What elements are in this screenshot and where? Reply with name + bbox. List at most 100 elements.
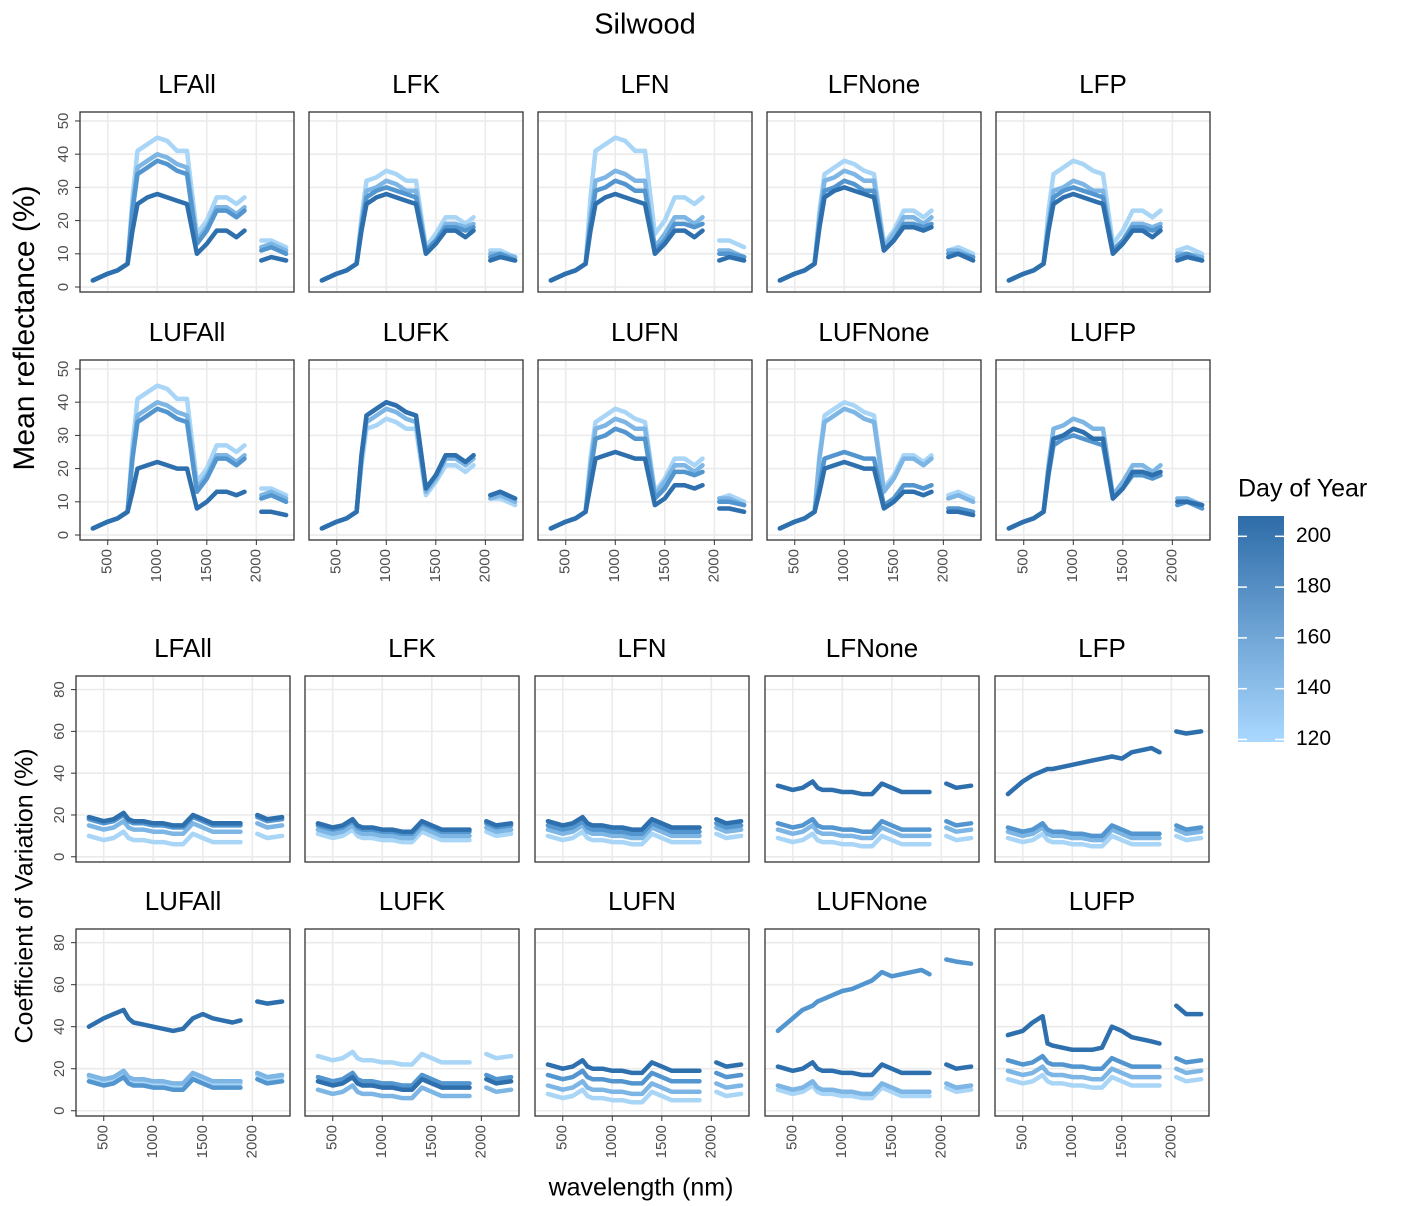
series-line xyxy=(775,1079,974,1097)
x-tick-label: 2000 xyxy=(932,1125,949,1158)
x-tick-label: 1000 xyxy=(144,1125,161,1158)
panel-border xyxy=(766,359,982,541)
panel-title: LFNone xyxy=(826,633,919,663)
panel-border xyxy=(537,359,753,541)
series-line xyxy=(1005,825,1204,843)
y-tick-label: 40 xyxy=(55,394,72,411)
x-axis-label: wavelength (nm) xyxy=(548,1174,734,1202)
x-tick-label: 500 xyxy=(554,1125,571,1150)
y-tick-label: 80 xyxy=(51,681,68,698)
series-line xyxy=(86,1074,285,1092)
series-line xyxy=(775,823,974,841)
panel-border xyxy=(534,675,750,863)
panel-border xyxy=(308,359,524,541)
panel-title: LUFNone xyxy=(818,317,929,347)
panel-border xyxy=(79,111,295,293)
panel-title: LUFK xyxy=(383,317,450,347)
x-tick-label: 1000 xyxy=(833,1125,850,1158)
y-tick-label: 50 xyxy=(55,113,72,130)
x-tick-label: 1500 xyxy=(885,549,902,582)
panel-border xyxy=(995,111,1211,293)
y-tick-label: 30 xyxy=(55,179,72,196)
series-line xyxy=(315,1049,514,1067)
series-line xyxy=(1005,1053,1204,1071)
y-axis-label: Mean reflectance (%) xyxy=(8,185,41,470)
series-line xyxy=(545,829,744,847)
x-tick-label: 1500 xyxy=(194,1125,211,1158)
panel-border xyxy=(994,675,1210,863)
x-tick-label: 1000 xyxy=(148,549,165,582)
y-axis-label: Coefficient of Variation (%) xyxy=(11,748,39,1043)
legend-tick-label: 200 xyxy=(1296,524,1331,547)
x-tick-label: 1500 xyxy=(653,1125,670,1158)
x-tick-label: 1500 xyxy=(883,1125,900,1158)
series-line xyxy=(86,1068,285,1086)
series-line xyxy=(548,191,747,283)
panel-border xyxy=(995,359,1211,541)
panel-title: LFNone xyxy=(828,69,921,99)
panel-title: LUFP xyxy=(1070,317,1136,347)
y-tick-label: 0 xyxy=(51,853,68,861)
x-tick-label: 500 xyxy=(1014,1125,1031,1150)
x-tick-label: 500 xyxy=(786,549,803,574)
x-tick-label: 1000 xyxy=(835,549,852,582)
series-line xyxy=(86,999,285,1034)
x-tick-label: 1000 xyxy=(606,549,623,582)
legend-tick-label: 120 xyxy=(1296,727,1331,750)
panel-title: LFN xyxy=(620,69,669,99)
panel-title: LUFP xyxy=(1069,886,1135,916)
y-tick-label: 30 xyxy=(55,427,72,444)
series-line xyxy=(775,779,974,797)
series-line xyxy=(86,829,285,847)
series-line xyxy=(545,818,744,837)
panel-title: LFAll xyxy=(158,69,216,99)
panel-title: LUFN xyxy=(608,886,676,916)
panel-title: LFP xyxy=(1079,69,1127,99)
series-line xyxy=(545,1087,744,1105)
series-line xyxy=(545,814,744,832)
x-tick-label: 500 xyxy=(328,549,345,574)
panel-background xyxy=(767,360,981,540)
panel-border xyxy=(75,928,291,1117)
panel-border xyxy=(308,111,524,293)
panel-title: LFK xyxy=(392,69,440,99)
y-tick-label: 10 xyxy=(55,493,72,510)
y-tick-label: 20 xyxy=(55,212,72,229)
series-line xyxy=(315,827,514,845)
series-line xyxy=(315,1074,514,1092)
panel-title: LFK xyxy=(388,633,436,663)
x-tick-label: 500 xyxy=(557,549,574,574)
x-tick-label: 1500 xyxy=(1114,549,1131,582)
x-tick-label: 500 xyxy=(324,1125,341,1150)
y-tick-label: 60 xyxy=(51,976,68,993)
series-line xyxy=(545,1058,744,1076)
x-tick-label: 2000 xyxy=(243,1125,260,1158)
series-line xyxy=(775,816,974,834)
series-line xyxy=(1005,821,1204,839)
panel-border xyxy=(537,111,753,293)
series-line xyxy=(775,957,974,1034)
series-line xyxy=(319,191,518,283)
series-line xyxy=(777,185,976,283)
y-tick-label: 20 xyxy=(55,460,72,477)
legend-tick-label: 180 xyxy=(1296,575,1331,598)
panel-background xyxy=(309,360,523,540)
series-line xyxy=(315,1083,514,1101)
series-line xyxy=(1005,831,1204,849)
x-tick-label: 2000 xyxy=(705,549,722,582)
x-tick-label: 2000 xyxy=(247,549,264,582)
y-tick-label: 60 xyxy=(51,723,68,740)
series-line xyxy=(315,1070,514,1088)
panel-title: LFP xyxy=(1078,633,1126,663)
series-line xyxy=(90,459,289,531)
y-tick-label: 0 xyxy=(51,1107,68,1115)
panel-border xyxy=(304,675,520,863)
x-tick-label: 1000 xyxy=(373,1125,390,1158)
x-tick-label: 2000 xyxy=(472,1125,489,1158)
series-line xyxy=(777,459,976,531)
panel-border xyxy=(994,928,1210,1117)
series-line xyxy=(315,816,514,834)
x-tick-label: 2000 xyxy=(702,1125,719,1158)
legend-tick-label: 160 xyxy=(1296,625,1331,648)
